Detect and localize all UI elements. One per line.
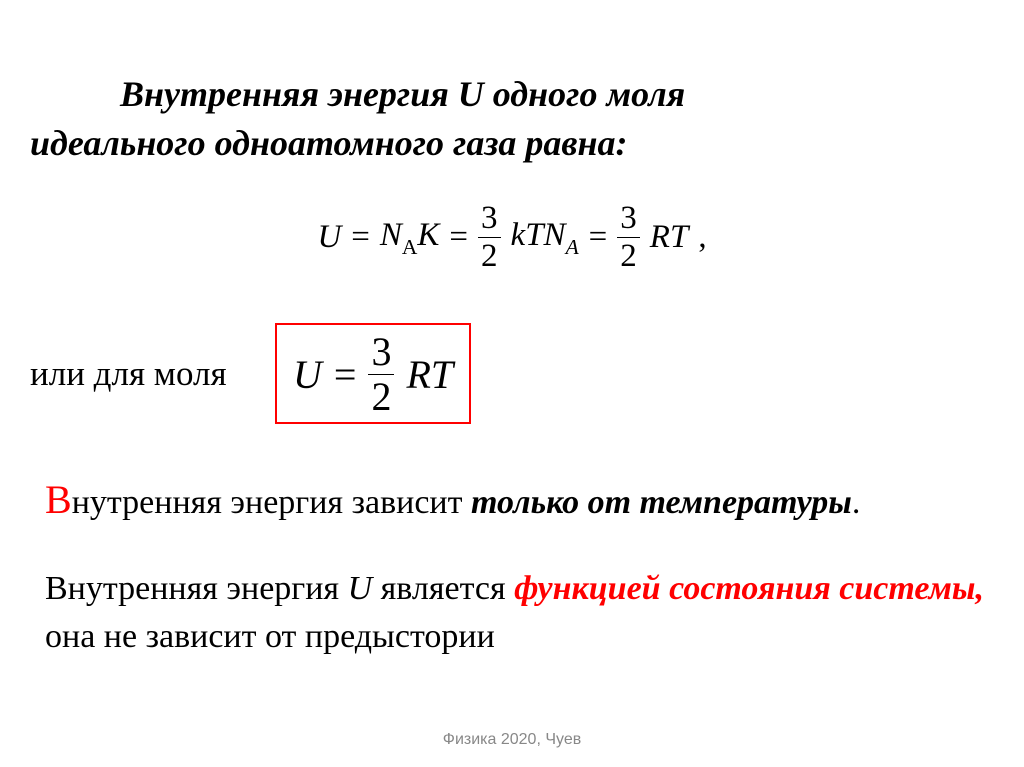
slide-footer: Физика 2020, Чуев — [0, 731, 1024, 749]
row-or-equation: или для моля U = 3 2 RT — [30, 323, 994, 424]
eq1-RT: RT — [650, 219, 689, 256]
eq1-equals-1: = — [351, 219, 370, 256]
eq1-N-sub: A — [402, 235, 417, 259]
eq1-N2: N — [544, 217, 566, 253]
eq1-equals-2: = — [449, 219, 468, 256]
eq1-kT: kT — [511, 217, 544, 253]
para1-emph: только от температуры — [471, 484, 852, 521]
paragraph-state-function: Внутренняя энергия U является функцией с… — [30, 565, 994, 660]
equation-1-container: U = NAK = 3 2 kTNA = 3 2 RT, — [30, 201, 994, 273]
equation-2: U = 3 2 RT — [293, 331, 453, 418]
eq1-N2-sub: A — [566, 235, 579, 259]
eq1-frac1-num: 3 — [478, 201, 501, 236]
eq1-NAK: NAK — [380, 217, 440, 259]
para2-tail: она не зависит от предыстории — [45, 618, 495, 655]
eq2-frac-den: 2 — [368, 376, 394, 418]
or-for-mole-text: или для моля — [30, 354, 275, 394]
equation-1: U = NAK = 3 2 kTNA = 3 2 RT, — [317, 201, 706, 273]
para1-capital: В — [45, 477, 72, 522]
eq1-K: K — [417, 217, 439, 253]
slide-page: Внутренняя энергия U одного моля идеальн… — [0, 0, 1024, 767]
eq1-comma: , — [698, 219, 706, 256]
eq1-frac-1: 3 2 — [478, 201, 501, 273]
para1-dot: . — [852, 484, 861, 521]
para1-rest: нутренняя энергия зависит — [72, 484, 471, 521]
eq1-N: N — [380, 217, 402, 253]
para2-is: является — [372, 570, 514, 607]
para2-U: U — [348, 570, 373, 607]
boxed-equation: U = 3 2 RT — [275, 323, 471, 424]
eq1-kTNA: kTNA — [511, 217, 579, 259]
eq2-equals: = — [334, 351, 357, 398]
eq1-frac2-num: 3 — [617, 201, 640, 236]
slide-title: Внутренняя энергия U одного моля идеальн… — [30, 70, 994, 167]
eq2-RT: RT — [406, 351, 453, 398]
title-line-1: Внутренняя энергия U одного моля — [30, 70, 994, 119]
para2-leadin: Внутренняя энергия — [45, 570, 348, 607]
eq1-frac2-den: 2 — [617, 239, 640, 274]
eq1-frac1-den: 2 — [478, 239, 501, 274]
title-line-2: идеального одноатомного газа равна: — [30, 119, 994, 168]
paragraph-temperature-dependence: Внутренняя энергия зависит только от тем… — [30, 476, 994, 523]
eq2-U: U — [293, 351, 322, 398]
eq1-frac-2: 3 2 — [617, 201, 640, 273]
eq1-U: U — [317, 219, 341, 256]
eq2-frac-num: 3 — [368, 331, 394, 373]
para2-function: функцией состояния системы, — [514, 570, 984, 607]
eq1-equals-3: = — [589, 219, 608, 256]
eq2-frac: 3 2 — [368, 331, 394, 418]
